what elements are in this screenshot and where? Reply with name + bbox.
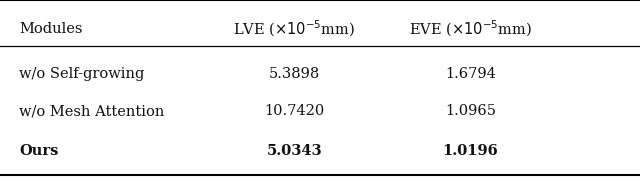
- Text: 5.0343: 5.0343: [267, 144, 322, 157]
- Text: Modules: Modules: [19, 22, 83, 36]
- Text: 1.6794: 1.6794: [445, 67, 496, 81]
- Text: EVE ($\times10^{-5}$mm): EVE ($\times10^{-5}$mm): [409, 19, 532, 39]
- Text: w/o Mesh Attention: w/o Mesh Attention: [19, 104, 164, 118]
- Text: 5.3898: 5.3898: [269, 67, 320, 81]
- Text: w/o Self-growing: w/o Self-growing: [19, 67, 145, 81]
- Text: LVE ($\times10^{-5}$mm): LVE ($\times10^{-5}$mm): [234, 19, 355, 39]
- Text: 1.0965: 1.0965: [445, 104, 496, 118]
- Text: 10.7420: 10.7420: [264, 104, 324, 118]
- Text: Ours: Ours: [19, 144, 59, 157]
- Text: 1.0196: 1.0196: [442, 144, 499, 157]
